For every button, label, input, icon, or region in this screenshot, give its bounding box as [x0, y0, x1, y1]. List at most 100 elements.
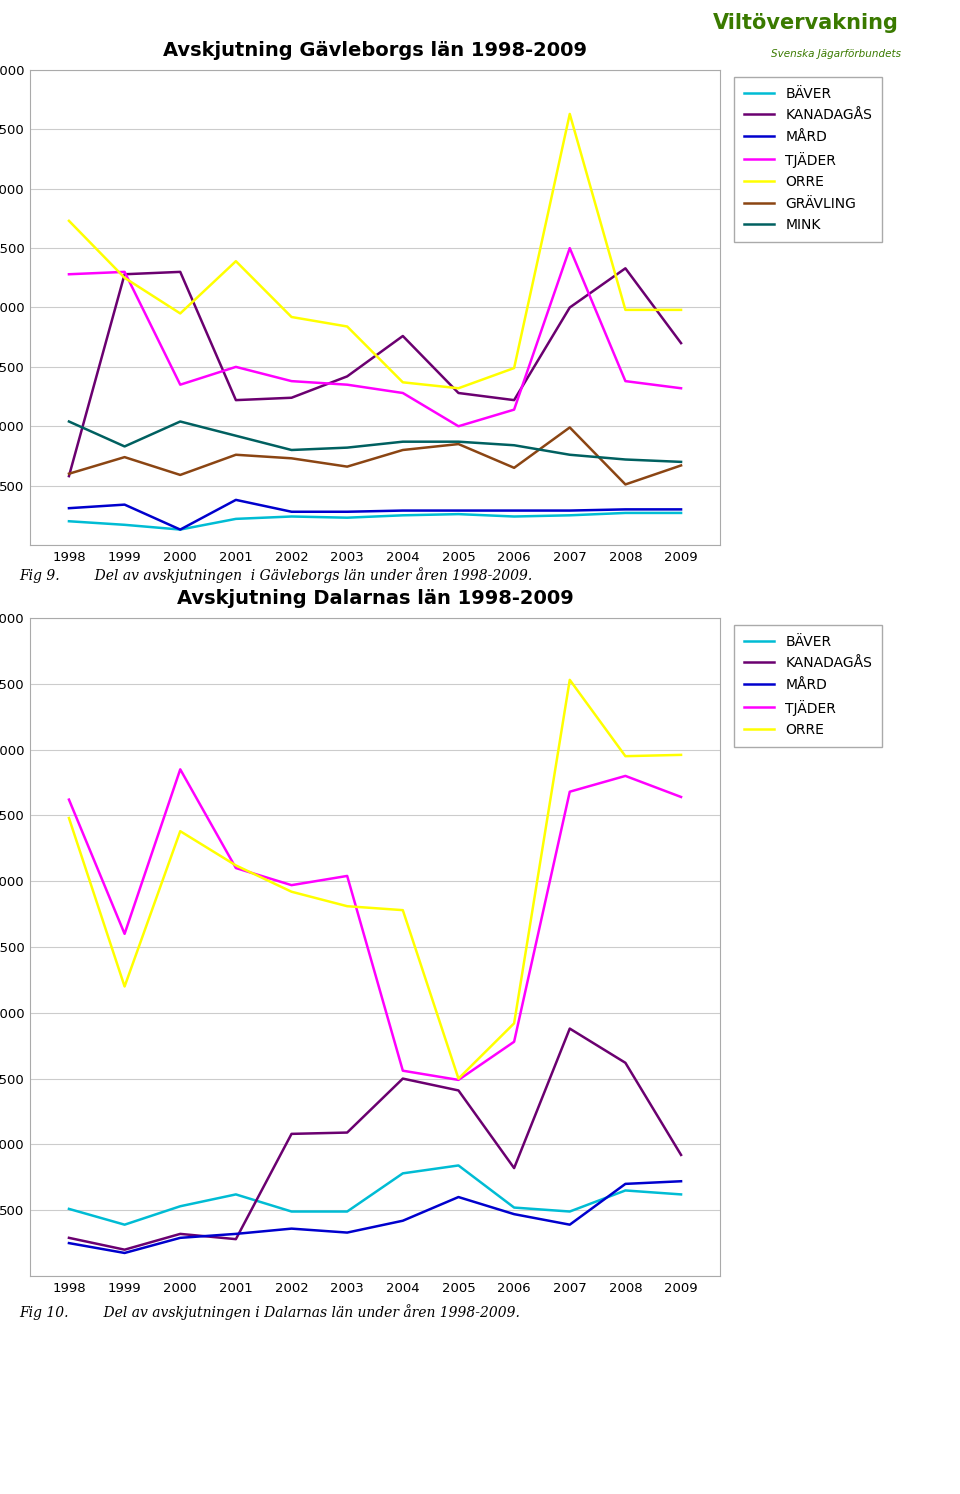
- GRÄVLING: [230, 445, 242, 463]
- MINK: [119, 438, 131, 456]
- KANADAGÅS: [619, 1053, 631, 1071]
- KANADAGÅS: [675, 335, 686, 353]
- Line: MINK: MINK: [69, 421, 681, 462]
- TJÄDER: [230, 859, 242, 877]
- TJÄDER: [342, 375, 353, 393]
- ORRE: [342, 318, 353, 336]
- MINK: [342, 439, 353, 457]
- ORRE: [175, 305, 186, 323]
- BÄVER: [453, 505, 465, 523]
- ORRE: [675, 300, 686, 318]
- MÅRD: [286, 503, 298, 521]
- KANADAGÅS: [286, 1125, 298, 1143]
- KANADAGÅS: [397, 327, 409, 345]
- MÅRD: [175, 520, 186, 538]
- Line: BÄVER: BÄVER: [69, 1165, 681, 1225]
- ORRE: [619, 300, 631, 318]
- KANADAGÅS: [63, 468, 75, 486]
- ORRE: [119, 269, 131, 287]
- TJÄDER: [509, 1032, 520, 1050]
- BÄVER: [619, 1182, 631, 1200]
- MÅRD: [342, 1224, 353, 1242]
- Line: MÅRD: MÅRD: [69, 1182, 681, 1253]
- ORRE: [342, 898, 353, 916]
- Text: Fig 10.        Del av avskjutningen i Dalarnas län under åren 1998-2009.: Fig 10. Del av avskjutningen i Dalarnas …: [19, 1304, 520, 1319]
- KANADAGÅS: [175, 263, 186, 281]
- MÅRD: [675, 1173, 686, 1191]
- ORRE: [230, 252, 242, 270]
- MÅRD: [230, 1225, 242, 1243]
- BÄVER: [675, 1185, 686, 1203]
- MINK: [619, 451, 631, 469]
- BÄVER: [509, 508, 520, 526]
- Text: Viltövervakning: Viltövervakning: [712, 13, 899, 33]
- KANADAGÅS: [509, 1159, 520, 1177]
- GRÄVLING: [175, 466, 186, 484]
- MÅRD: [397, 502, 409, 520]
- TJÄDER: [509, 400, 520, 418]
- TJÄDER: [564, 783, 575, 801]
- GRÄVLING: [63, 465, 75, 483]
- GRÄVLING: [619, 475, 631, 493]
- BÄVER: [397, 506, 409, 524]
- BÄVER: [286, 508, 298, 526]
- TJÄDER: [675, 379, 686, 397]
- Line: GRÄVLING: GRÄVLING: [69, 427, 681, 484]
- BÄVER: [564, 1203, 575, 1221]
- MINK: [564, 445, 575, 463]
- TJÄDER: [119, 925, 131, 943]
- TJÄDER: [63, 266, 75, 284]
- BÄVER: [286, 1203, 298, 1221]
- ORRE: [230, 856, 242, 874]
- BÄVER: [619, 503, 631, 521]
- KANADAGÅS: [453, 1082, 465, 1100]
- GRÄVLING: [564, 418, 575, 436]
- BÄVER: [342, 1203, 353, 1221]
- MÅRD: [453, 1188, 465, 1206]
- KANADAGÅS: [119, 1240, 131, 1258]
- TJÄDER: [63, 790, 75, 808]
- Line: MÅRD: MÅRD: [69, 500, 681, 529]
- BÄVER: [675, 503, 686, 521]
- ORRE: [397, 901, 409, 919]
- TJÄDER: [675, 787, 686, 805]
- MÅRD: [119, 1245, 131, 1262]
- ORRE: [175, 822, 186, 840]
- ORRE: [509, 359, 520, 376]
- BÄVER: [453, 1156, 465, 1174]
- MÅRD: [564, 1216, 575, 1234]
- MÅRD: [397, 1212, 409, 1230]
- MÅRD: [342, 503, 353, 521]
- BÄVER: [63, 512, 75, 530]
- MÅRD: [509, 502, 520, 520]
- KANADAGÅS: [675, 1146, 686, 1164]
- Line: TJÄDER: TJÄDER: [69, 769, 681, 1080]
- KANADAGÅS: [509, 391, 520, 409]
- MÅRD: [63, 1234, 75, 1252]
- MÅRD: [509, 1206, 520, 1224]
- BÄVER: [397, 1164, 409, 1182]
- Title: Avskjutning Gävleborgs län 1998-2009: Avskjutning Gävleborgs län 1998-2009: [163, 42, 587, 60]
- BÄVER: [564, 506, 575, 524]
- BÄVER: [119, 515, 131, 533]
- KANADAGÅS: [453, 384, 465, 402]
- ORRE: [564, 671, 575, 689]
- Line: BÄVER: BÄVER: [69, 512, 681, 529]
- Legend: BÄVER, KANADAGÅS, MÅRD, TJÄDER, ORRE: BÄVER, KANADAGÅS, MÅRD, TJÄDER, ORRE: [733, 624, 882, 747]
- Line: ORRE: ORRE: [69, 114, 681, 388]
- Legend: BÄVER, KANADAGÅS, MÅRD, TJÄDER, ORRE, GRÄVLING, MINK: BÄVER, KANADAGÅS, MÅRD, TJÄDER, ORRE, GR…: [733, 78, 882, 242]
- Text: Svenska Jägarförbundets: Svenska Jägarförbundets: [771, 49, 901, 58]
- ORRE: [509, 1014, 520, 1032]
- KANADAGÅS: [619, 260, 631, 278]
- KANADAGÅS: [286, 388, 298, 406]
- KANADAGÅS: [564, 299, 575, 317]
- KANADAGÅS: [175, 1225, 186, 1243]
- TJÄDER: [564, 239, 575, 257]
- MÅRD: [675, 500, 686, 518]
- TJÄDER: [119, 263, 131, 281]
- BÄVER: [230, 509, 242, 527]
- MINK: [286, 441, 298, 459]
- TJÄDER: [175, 375, 186, 393]
- ORRE: [119, 977, 131, 995]
- MINK: [175, 412, 186, 430]
